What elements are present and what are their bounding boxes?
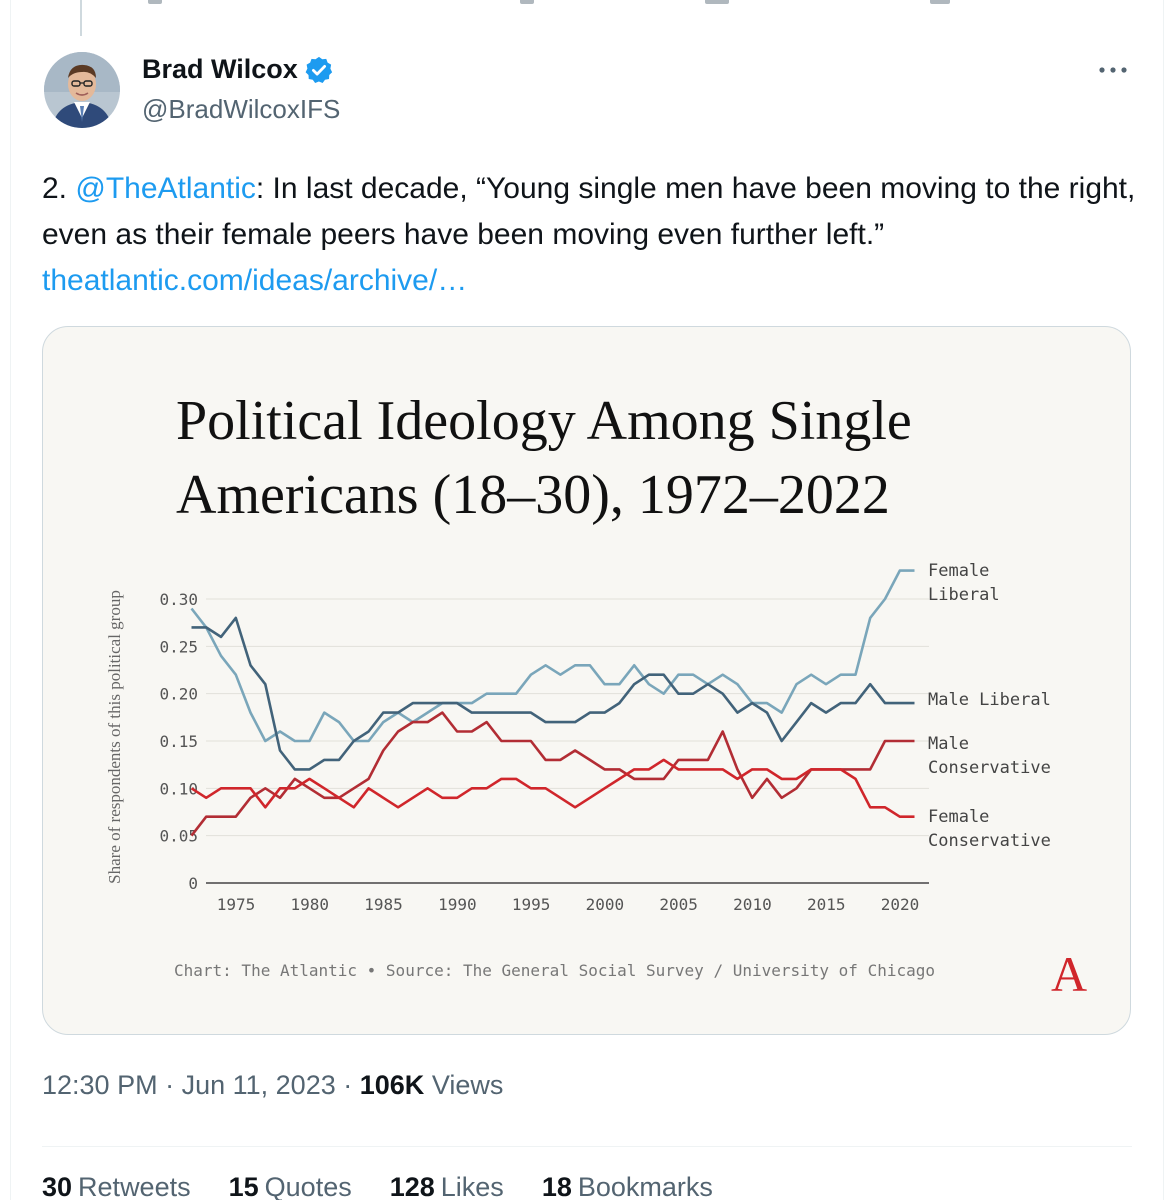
retweets-stat[interactable]: 30 Retweets [42,1172,191,1200]
bookmarks-stat[interactable]: 18 Bookmarks [542,1172,713,1200]
quotes-label: Quotes [264,1172,352,1200]
bookmarks-label: Bookmarks [577,1172,713,1200]
y-tick-label: 0.20 [159,685,198,704]
series-label-male-conservative: Conservative [928,758,1051,778]
x-tick-label: 1985 [364,895,403,914]
x-tick-labels: 1975 1980 1985 1990 1995 2000 2005 2010 2015 2020 [217,895,920,914]
article-link[interactable]: theatlantic.com/ideas/archive/… [42,264,468,297]
x-tick-label: 2000 [586,895,625,914]
more-options-icon[interactable] [1096,58,1130,82]
tweet-time[interactable]: 12:30 PM [42,1070,158,1100]
quotes-count: 15 [228,1172,259,1200]
x-tick-label: 2020 [881,895,920,914]
tweet-column [10,0,1164,1200]
tweet-text-prefix: 2. [42,172,76,205]
y-tick-label: 0.15 [159,732,198,751]
meta-separator: · [343,1070,360,1100]
share-icon-partial[interactable] [930,0,950,4]
likes-stat[interactable]: 128 Likes [390,1172,504,1200]
y-tick-label: 0 [188,874,198,893]
quotes-stat[interactable]: 15 Quotes [229,1172,352,1200]
y-axis-label: Share of respondents of this political g… [105,590,124,884]
y-tick-label: 0.05 [159,827,198,846]
grid-lines [206,598,929,837]
series-label-male-liberal: Male Liberal [928,690,1051,710]
avatar-photo-icon [44,52,120,128]
author-name-row[interactable]: Brad Wilcox [142,54,334,85]
series-line-male-conservative [190,711,915,837]
views-icon-partial[interactable] [705,0,729,4]
chart: Political Ideology Among Single American… [105,390,1087,1002]
thread-connector-line [80,0,82,36]
y-tick-labels: 0 0.05 0.10 0.15 0.20 0.25 0.30 [159,590,198,893]
verified-badge-icon[interactable] [304,55,334,85]
series-line-female-conservative [190,758,915,819]
atlantic-logo-icon: A [1051,946,1087,1002]
x-tick-label: 2005 [659,895,698,914]
tweet-meta: 12:30 PM · Jun 11, 2023 · 106K Views [42,1070,503,1101]
y-tick-label: 0.30 [159,590,198,609]
retweets-count: 30 [42,1172,73,1200]
tweet-text-body: : In last decade, “Young single men have… [42,172,1136,251]
views-count: 106K [359,1070,425,1100]
chart-title-line-1: Political Ideology Among Single [176,390,912,452]
chart-image-card[interactable]: Political Ideology Among Single American… [42,326,1131,1035]
series-line-female-liberal [190,569,915,743]
mention-link[interactable]: @TheAtlantic [75,172,256,205]
x-tick-label: 2015 [807,895,846,914]
tweet-date[interactable]: Jun 11, 2023 [181,1070,336,1100]
series-label-female-liberal: Female [928,561,989,581]
series-lines [190,569,915,837]
bookmarks-count: 18 [541,1172,572,1200]
author-handle[interactable]: @BradWilcoxIFS [142,94,341,124]
chart-source-note: Chart: The Atlantic • Source: The Genera… [174,961,935,980]
reply-icon-partial[interactable] [148,0,162,4]
likes-label: Likes [440,1172,504,1200]
x-tick-label: 2010 [733,895,772,914]
likes-count: 128 [389,1172,435,1200]
views-label: Views [431,1070,504,1100]
series-label-male-conservative: Male [928,734,969,754]
meta-separator: · [165,1070,182,1100]
y-tick-label: 0.10 [159,779,198,798]
y-tick-label: 0.25 [159,637,198,656]
retweets-label: Retweets [78,1172,191,1200]
retweet-icon-partial[interactable] [520,0,534,4]
avatar[interactable] [44,52,120,128]
x-tick-label: 1980 [291,895,330,914]
author-display-name[interactable]: Brad Wilcox [142,54,298,84]
x-tick-label: 1990 [438,895,477,914]
x-tick-label: 1995 [512,895,551,914]
engagement-stats: 30 Retweets 15 Quotes 128 Likes 18 Bookmarks [42,1172,713,1200]
series-line-male-liberal [191,616,915,771]
series-label-female-conservative: Female [928,807,989,827]
series-label-female-conservative: Conservative [928,831,1051,851]
divider [42,1146,1132,1147]
series-label-female-liberal: Liberal [928,585,1000,605]
tweet-text: 2. @TheAtlantic: In last decade, “Young … [42,166,1142,304]
series-labels: Female Liberal Male Liberal Male Conservativ… [928,561,1051,851]
x-tick-label: 1975 [217,895,256,914]
chart-title-line-2: Americans (18–30), 1972–2022 [176,464,890,526]
